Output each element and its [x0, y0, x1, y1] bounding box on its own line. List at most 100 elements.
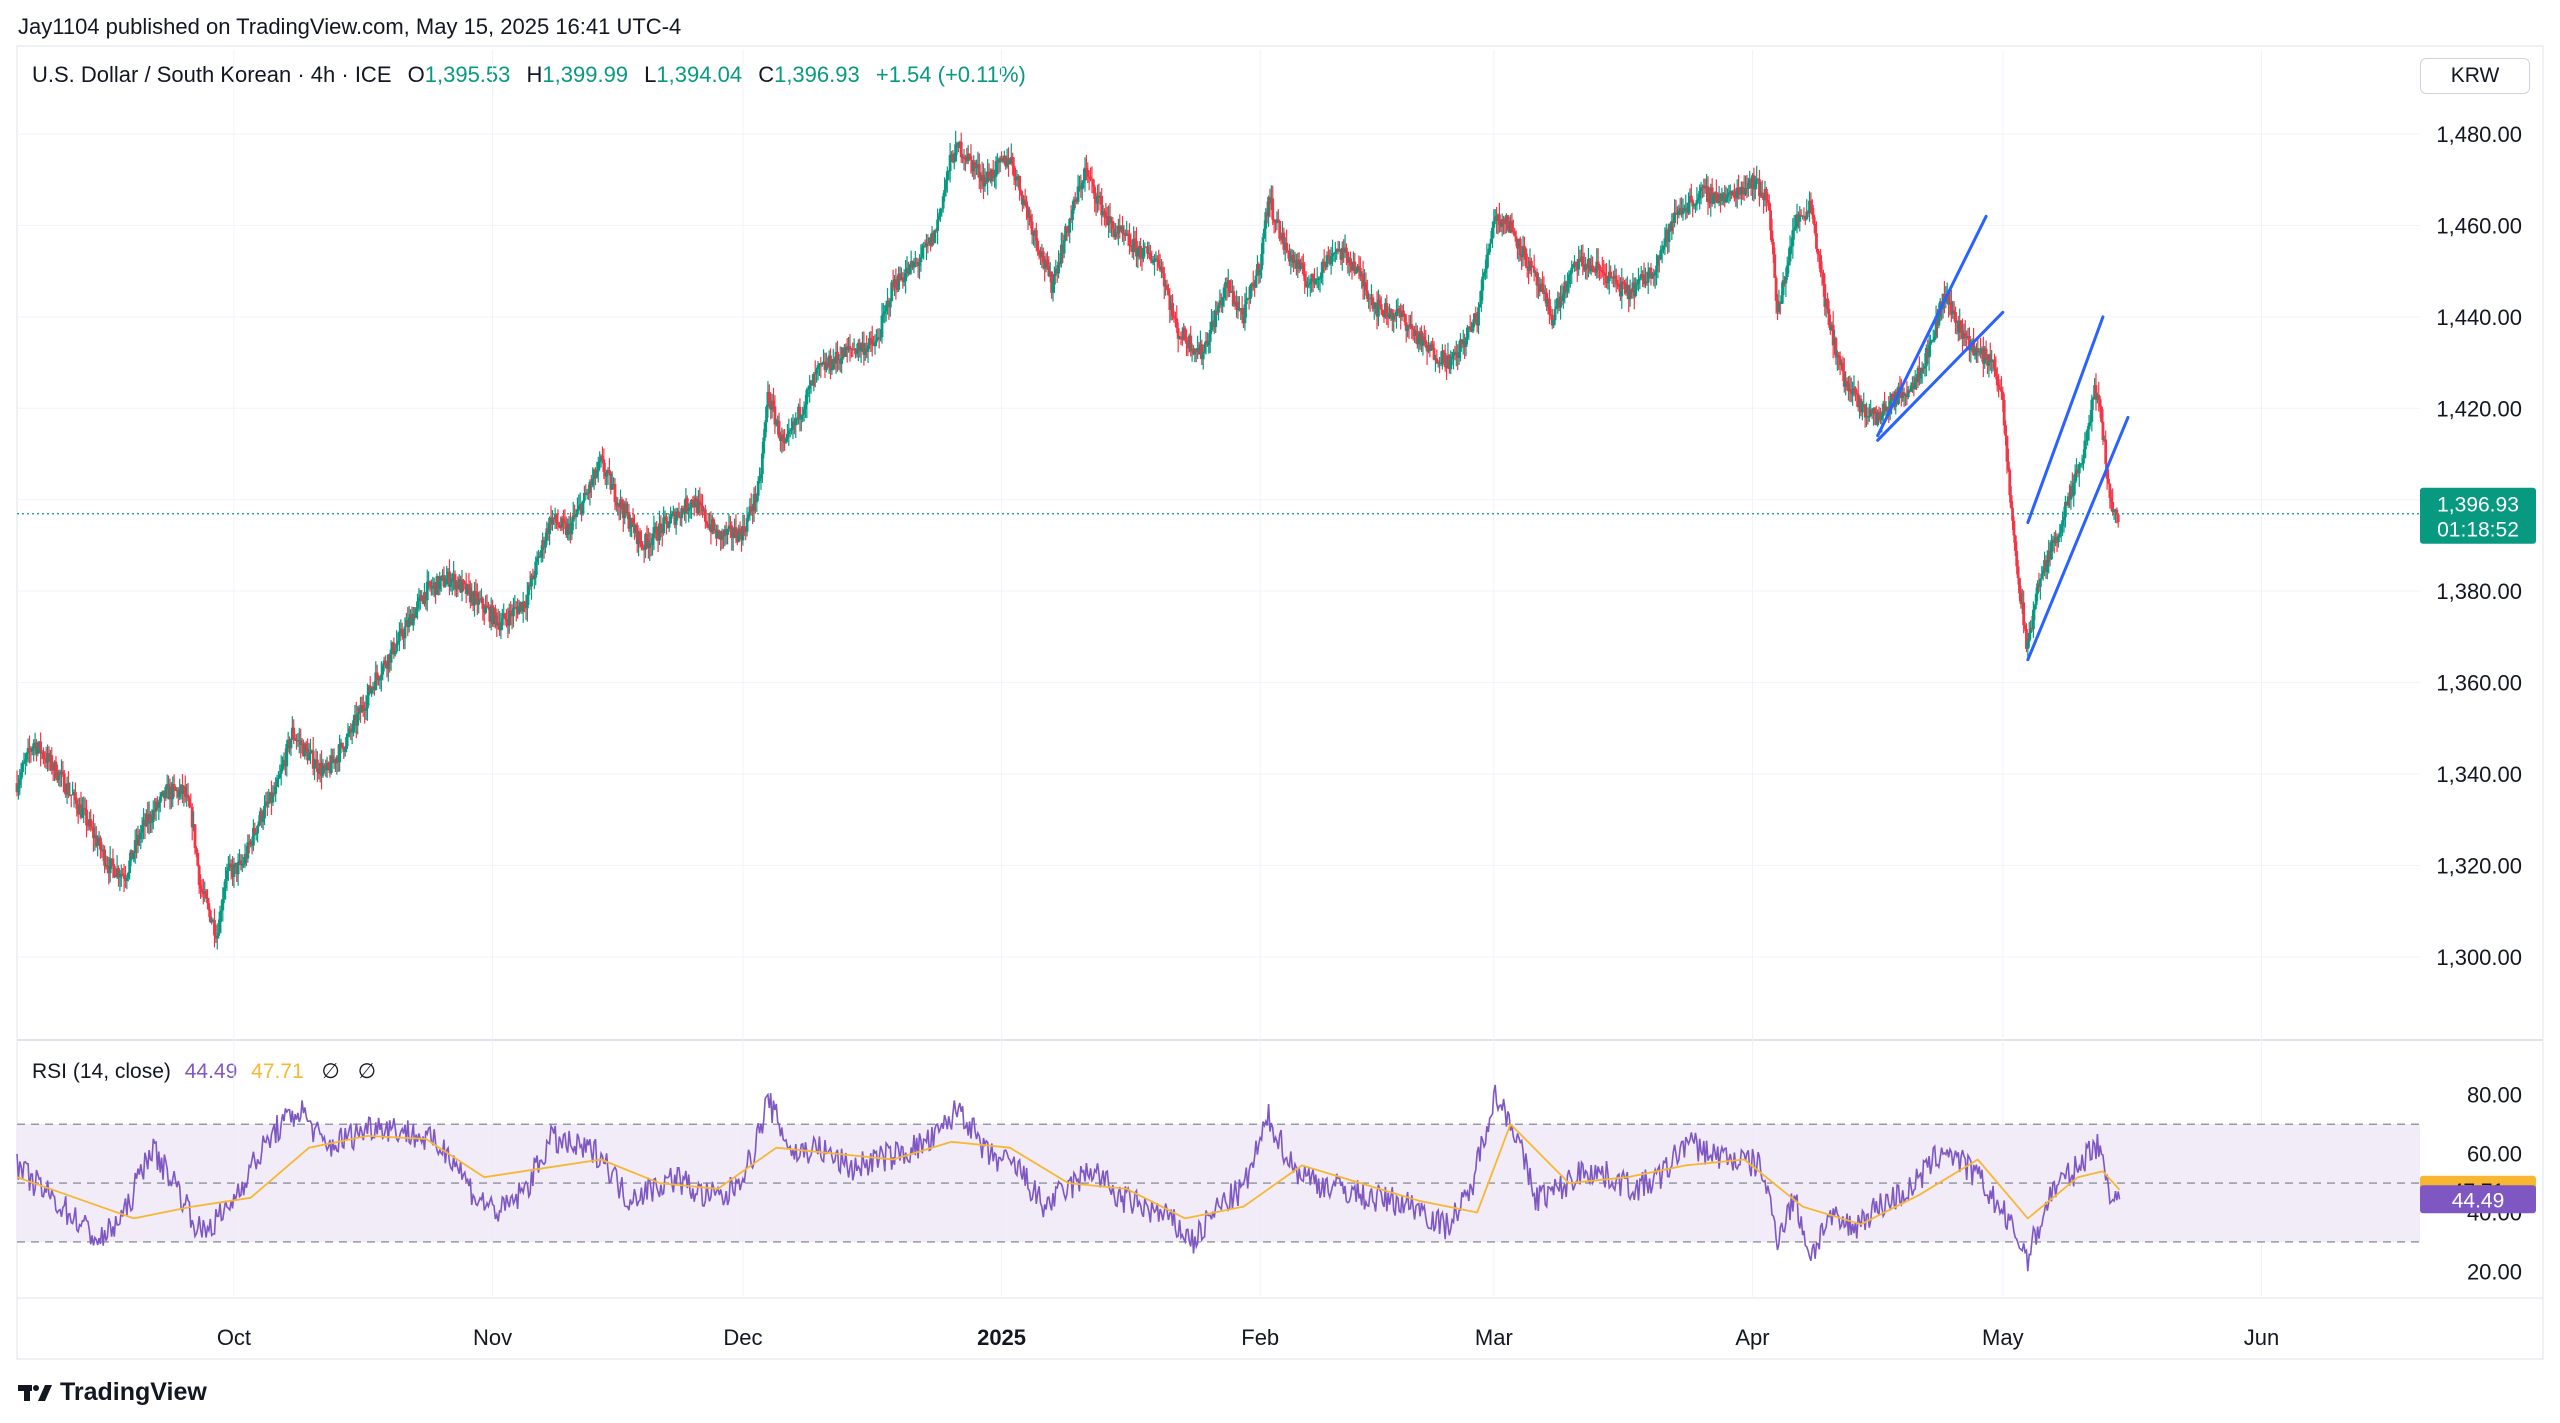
candle-body [1272, 219, 1276, 223]
candle-body [1841, 362, 1845, 372]
candle-body [1628, 289, 1632, 300]
candle-body [1084, 167, 1088, 171]
candle-body [799, 415, 803, 420]
rsi-title[interactable]: RSI (14, close) [32, 1060, 171, 1083]
candle-body [2059, 525, 2063, 533]
candle-body [969, 155, 973, 161]
candle-body [902, 281, 906, 283]
candle-body [1596, 261, 1600, 266]
price-axis[interactable]: 1,300.00 1,320.00 1,340.00 1,360.00 1,380.00… [2436, 122, 2522, 970]
candle-body [1639, 274, 1643, 279]
candle-body [1927, 344, 1931, 358]
candle-body [1345, 247, 1348, 253]
candle-body [338, 744, 342, 763]
candle-body [16, 785, 20, 793]
candle-body [759, 474, 763, 479]
candle-body [2109, 498, 2113, 502]
candle-body [890, 282, 894, 302]
candle-body [1356, 266, 1359, 272]
last-price-marker [2420, 487, 2536, 544]
candle-body [503, 613, 507, 619]
candle-body [1906, 390, 1910, 398]
open-label: O [407, 62, 425, 87]
candle-body [1200, 344, 1204, 360]
candle-body [1466, 327, 1469, 338]
candle-body [117, 868, 120, 878]
candle-body [150, 821, 154, 823]
trendlines[interactable] [1876, 214, 2130, 662]
candle-body [1502, 219, 1505, 224]
candle-body [1474, 313, 1478, 319]
candle-body [1973, 354, 1977, 356]
candle-body [90, 826, 94, 828]
candle-body [587, 492, 590, 494]
candle-body [1189, 335, 1193, 352]
symbol-name[interactable]: U.S. Dollar / South Korean · 4h · ICE [32, 62, 392, 87]
candle-body [239, 860, 243, 866]
rsi-value: 44.49 [184, 1060, 238, 1083]
candle-body [1125, 233, 1129, 237]
candle-body [1746, 183, 1750, 189]
candle-body [190, 806, 194, 828]
candle-body [745, 517, 749, 532]
candle-body [873, 342, 877, 346]
candle-body [1104, 212, 1108, 219]
candle-body [2073, 473, 2077, 484]
candle-body [566, 527, 570, 536]
candle-body [1488, 243, 1492, 253]
candle-body [1498, 214, 1501, 225]
candle-body [1306, 284, 1309, 287]
candle-body [535, 558, 539, 562]
candle-body [236, 862, 240, 875]
candle-body [1920, 367, 1924, 374]
candle-body [1974, 348, 1978, 355]
candle-body [289, 739, 293, 749]
candle-body [1210, 321, 1213, 330]
candle-body [111, 858, 115, 866]
candle-body [648, 543, 652, 548]
candle-body [2033, 604, 2037, 610]
candle-body [395, 643, 399, 652]
candle-body [1785, 265, 1789, 278]
candle-body [1726, 194, 1729, 198]
candle-body [1682, 208, 1686, 211]
candle-body [1577, 258, 1581, 270]
time-axis[interactable]: Oct Nov Dec 2025 Feb Mar Apr May Jun [217, 1325, 2279, 1350]
candle-body [389, 649, 393, 663]
candle-body [1810, 204, 1814, 215]
candle-body [1513, 231, 1517, 237]
candle-body [1646, 271, 1650, 283]
candle-body [596, 462, 600, 472]
candle-body [571, 515, 575, 522]
candle-body [1792, 228, 1796, 231]
candle-body [1357, 266, 1361, 268]
candle-body [1667, 224, 1671, 242]
candle-body [667, 523, 671, 528]
candle-body [1201, 352, 1205, 360]
tradingview-brand[interactable]: TradingView [18, 1378, 207, 1407]
candle-body [1457, 351, 1461, 358]
candle-body [844, 346, 848, 357]
trendline [1876, 214, 1988, 438]
candle-body [149, 814, 152, 823]
candle-body [1262, 228, 1266, 238]
candle-body [346, 733, 350, 737]
candle-body [407, 617, 411, 628]
candle-body [1221, 297, 1225, 306]
candle-body [425, 581, 429, 601]
candle-body [32, 743, 36, 749]
currency-button[interactable]: KRW [2420, 58, 2530, 94]
candle-body [1710, 187, 1714, 204]
candle-body [557, 524, 561, 527]
candle-body [1681, 210, 1685, 215]
candle-body [1566, 283, 1569, 292]
candle-body [398, 631, 401, 642]
rsi-tick-label: 60.00 [2467, 1142, 2522, 1167]
candle-body [1947, 294, 1950, 305]
candle-body [2038, 578, 2042, 587]
candle-body [420, 595, 424, 602]
candle-body [544, 540, 547, 548]
time-tick-label: 2025 [977, 1325, 1026, 1350]
candle-body [1909, 385, 1913, 392]
